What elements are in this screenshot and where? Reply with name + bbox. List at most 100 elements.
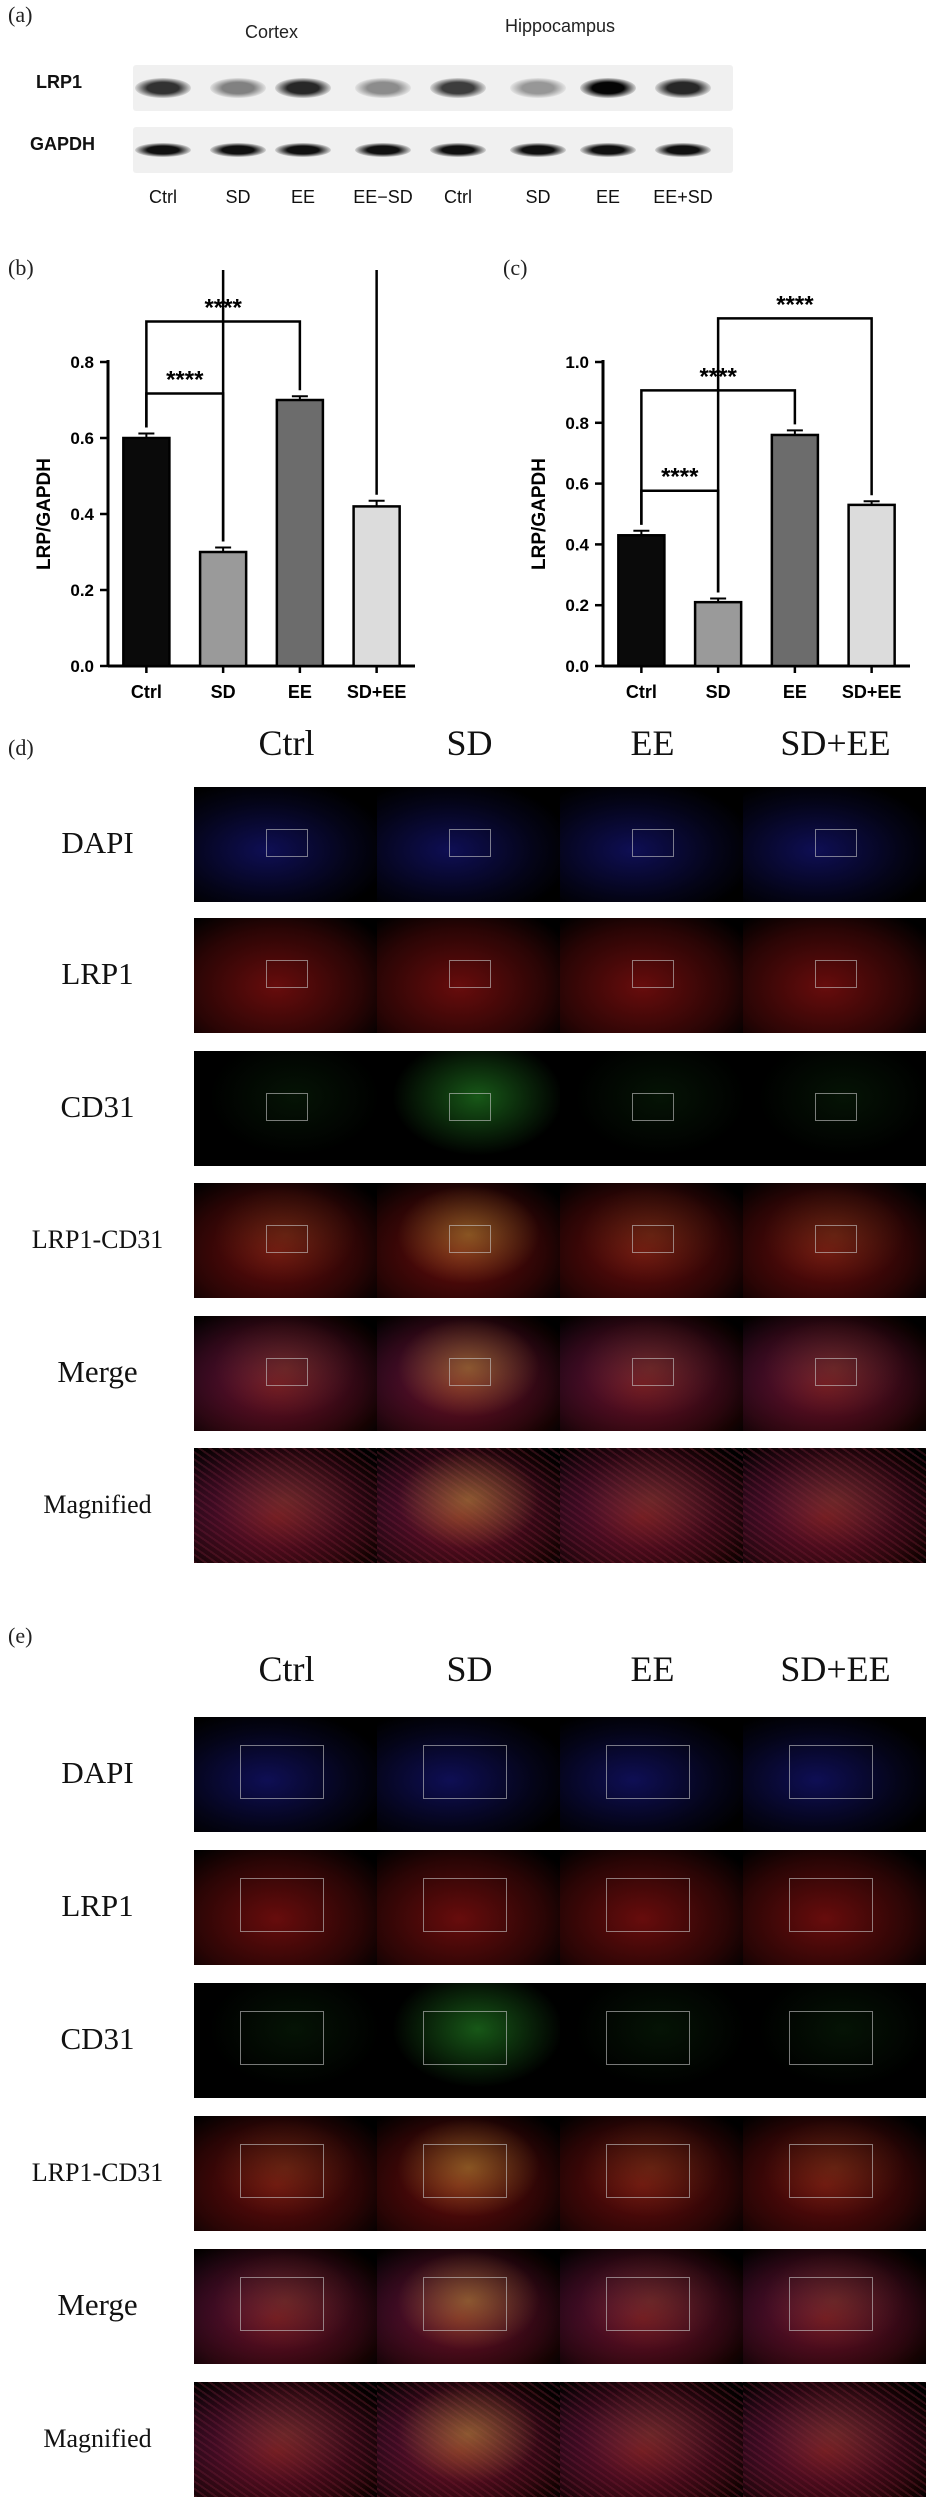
column-header: SD+EE (780, 1649, 891, 1689)
lrp1-band (210, 78, 266, 98)
micrograph-tile (560, 1983, 743, 2098)
roi-box (815, 1225, 857, 1253)
y-axis-label: LRP/GAPDH (529, 458, 550, 570)
roi-box (240, 2277, 324, 2331)
bar (122, 436, 171, 668)
micrograph-tile (560, 2249, 743, 2364)
significance-label: **** (776, 291, 814, 318)
y-tick-label: 0.0 (70, 657, 94, 676)
column-header: Ctrl (258, 723, 315, 763)
micrograph-tile (194, 1316, 377, 1431)
roi-box (423, 2011, 507, 2065)
roi-box (240, 1745, 324, 1799)
micrograph-tile (743, 918, 926, 1033)
wb-lane-label: EE−SD (353, 187, 413, 207)
roi-box (240, 2011, 324, 2065)
y-axis-label: LRP/GAPDH (34, 458, 55, 570)
micrograph-tile (194, 1850, 377, 1965)
column-header: EE (630, 723, 675, 763)
wb-row-gapdh: GAPDH (30, 134, 96, 154)
gapdh-band (135, 143, 191, 157)
bar (198, 550, 248, 668)
roi-box (423, 1745, 507, 1799)
micrograph-tile (377, 1051, 560, 1166)
y-tick-label: 0.4 (565, 535, 589, 554)
gapdh-band (275, 143, 331, 157)
micrograph-tile (743, 1850, 926, 1965)
x-tick-label: Ctrl (131, 682, 162, 702)
micrograph-tile (194, 1448, 377, 1563)
micrograph-tile (743, 1983, 926, 2098)
roi-box (240, 2144, 324, 2198)
micrograph-tile (194, 2249, 377, 2364)
bar (847, 503, 896, 668)
micrograph-tile (743, 1448, 926, 1563)
roi-box (449, 1358, 491, 1386)
gapdh-band (355, 143, 411, 157)
bar (770, 433, 820, 668)
y-tick-label: 0.6 (70, 429, 94, 448)
micrograph-tile (743, 2116, 926, 2231)
y-tick-label: 0.8 (565, 414, 589, 433)
y-tick-label: 1.0 (565, 353, 589, 372)
roi-box (449, 960, 491, 988)
row-label: CD31 (60, 1089, 135, 1124)
micrograph-tile (194, 918, 377, 1033)
micrograph-tile (560, 1448, 743, 1563)
micrograph-tile (743, 787, 926, 902)
roi-box (449, 1093, 491, 1121)
row-label: LRP1-CD31 (31, 2158, 164, 2187)
bar-chart-c: 0.0 0.2 0.4 0.6 0.8 1.0 LRP/GAPDH Ctrl SD EE SD+EE… (529, 291, 910, 702)
significance-label: **** (166, 366, 204, 393)
y-tick-label: 0.4 (70, 505, 94, 524)
micrograph-tile (377, 1717, 560, 1832)
micrograph-tile (194, 1717, 377, 1832)
x-tick-label: EE (288, 682, 312, 702)
wb-lane-label: EE+SD (653, 187, 713, 207)
column-header: SD+EE (780, 723, 891, 763)
micrograph-tile (194, 1183, 377, 1298)
roi-box (606, 1745, 690, 1799)
roi-box (632, 960, 674, 988)
roi-box (266, 1093, 308, 1121)
lrp1-band (655, 78, 711, 98)
significance-bracket (716, 317, 873, 593)
roi-box (606, 1878, 690, 1932)
x-tick-label: Ctrl (626, 682, 657, 702)
x-tick-label: SD+EE (347, 682, 407, 702)
micrograph-tile (377, 2249, 560, 2364)
micrograph-tile (743, 1183, 926, 1298)
wb-row-lrp1: LRP1 (36, 72, 83, 92)
roi-box (632, 1093, 674, 1121)
bar (693, 600, 743, 668)
blot-lrp1-strip (133, 65, 733, 111)
micrograph-tile (377, 1316, 560, 1431)
micrograph-tile (560, 2116, 743, 2231)
roi-box (789, 1745, 873, 1799)
micrograph-tile (194, 2382, 377, 2497)
micrograph-tile (194, 2116, 377, 2231)
micrograph-tile (743, 2382, 926, 2497)
column-header: SD (446, 723, 493, 763)
micrograph-tile (377, 2382, 560, 2497)
wb-lane-label: SD (225, 187, 251, 207)
wb-lane-label: Ctrl (444, 187, 472, 207)
row-label: CD31 (60, 2021, 135, 2056)
panel-c-letter: (c) (503, 255, 528, 280)
wb-lane-label: EE (290, 187, 315, 207)
roi-box (632, 1225, 674, 1253)
x-tick-label: SD (211, 682, 236, 702)
roi-box (449, 1225, 491, 1253)
y-tick-label: 0.0 (565, 657, 589, 676)
roi-box (815, 1358, 857, 1386)
lrp1-band (135, 78, 191, 98)
lrp1-band (355, 78, 411, 98)
x-tick-label: SD (706, 682, 731, 702)
roi-box (789, 2011, 873, 2065)
wb-lane-label: EE (595, 187, 620, 207)
row-label: DAPI (61, 825, 134, 860)
roi-box (240, 1878, 324, 1932)
roi-box (423, 2277, 507, 2331)
x-tick-label: EE (783, 682, 807, 702)
roi-box (789, 2277, 873, 2331)
